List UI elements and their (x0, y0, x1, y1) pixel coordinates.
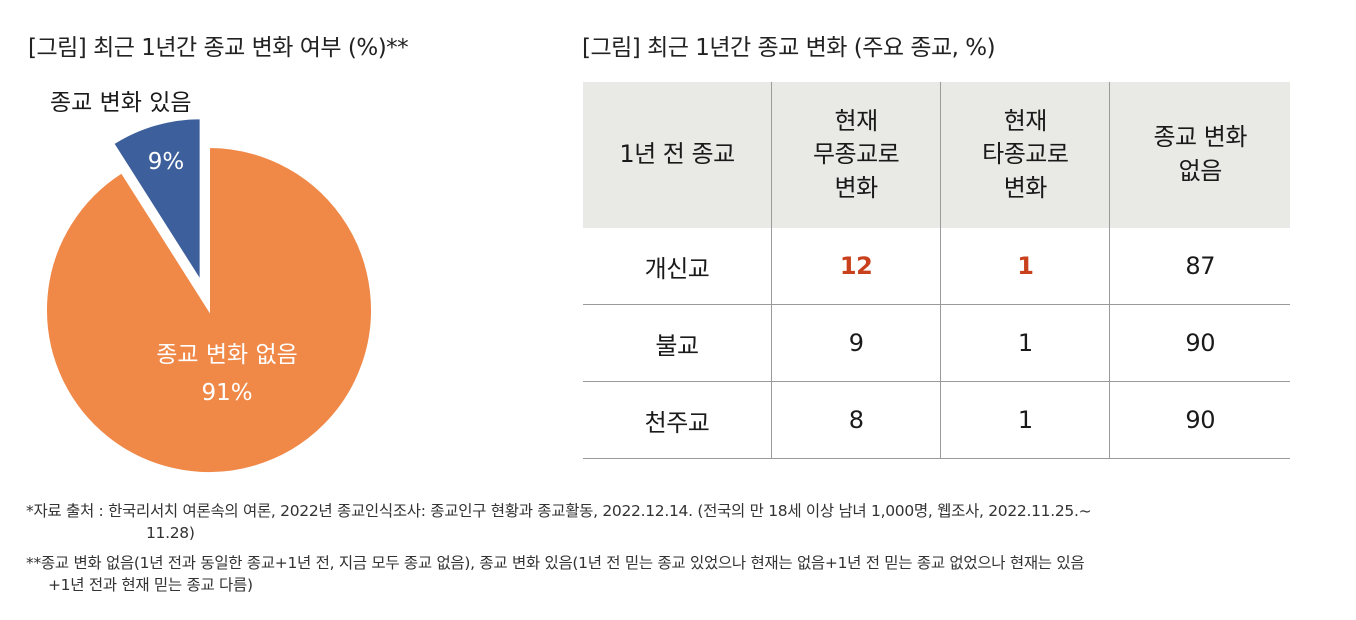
definition-note-line1: **종교 변화 없음(1년 전과 동일한 종교+1년 전, 지금 모두 종교 없… (26, 554, 1085, 572)
header-prev-religion: 1년 전 종교 (583, 82, 772, 228)
cell-to-no-religion: 9 (770, 304, 941, 382)
header-to-other-religion: 현재 타종교로 변화 (940, 82, 1110, 228)
row-religion-label: 천주교 (583, 381, 772, 459)
pie-chart-title: [그림] 최근 1년간 종교 변화 여부 (%)** (28, 35, 409, 61)
source-note-line1: *자료 출처 : 한국리서치 여론속의 여론, 2022년 종교인식조사: 종교… (26, 502, 1092, 520)
pie-slice-no-religion-change (45, 145, 373, 474)
table-row: 개신교 12 1 87 (583, 228, 1290, 305)
pie-value-no-religion-change: 91% (201, 380, 252, 406)
pie-value-religion-change: 9% (148, 149, 185, 175)
pie-slice-religion-change (111, 117, 202, 285)
cell-to-no-religion: 12 (770, 228, 941, 305)
cell-to-other-religion: 1 (940, 228, 1110, 305)
religion-change-table: 1년 전 종교 현재 무종교로 변화 현재 타종교로 변화 종교 변화 없음 개신교 12… (583, 82, 1290, 459)
header-no-change: 종교 변화 없음 (1109, 82, 1290, 228)
table-row: 불교 9 1 90 (583, 304, 1290, 382)
table-title: [그림] 최근 1년간 종교 변화 (주요 종교, %) (582, 35, 996, 61)
row-religion-label: 불교 (583, 304, 772, 382)
pie-label-no-religion-change: 종교 변화 없음 (156, 342, 298, 368)
cell-no-change: 90 (1109, 304, 1290, 382)
pie-chart: 종교 변화 있음 9% 종교 변화 없음 91% (45, 90, 373, 474)
table-header-row: 1년 전 종교 현재 무종교로 변화 현재 타종교로 변화 종교 변화 없음 (583, 82, 1290, 228)
pie-label-religion-change: 종교 변화 있음 (50, 90, 192, 116)
row-religion-label: 개신교 (583, 228, 772, 305)
source-note-line2: 11.28) (146, 524, 195, 542)
cell-no-change: 87 (1109, 228, 1290, 305)
cell-to-other-religion: 1 (940, 304, 1110, 382)
table-row: 천주교 8 1 90 (583, 381, 1290, 459)
cell-no-change: 90 (1109, 381, 1290, 459)
header-to-no-religion: 현재 무종교로 변화 (770, 82, 941, 228)
cell-to-other-religion: 1 (940, 381, 1110, 459)
footnotes: *자료 출처 : 한국리서치 여론속의 여론, 2022년 종교인식조사: 종교… (26, 500, 1344, 604)
source-note: *자료 출처 : 한국리서치 여론속의 여론, 2022년 종교인식조사: 종교… (26, 500, 1344, 544)
definition-note: **종교 변화 없음(1년 전과 동일한 종교+1년 전, 지금 모두 종교 없… (26, 552, 1344, 596)
definition-note-line2: +1년 전과 현재 믿는 종교 다름) (48, 576, 253, 594)
cell-to-no-religion: 8 (770, 381, 941, 459)
